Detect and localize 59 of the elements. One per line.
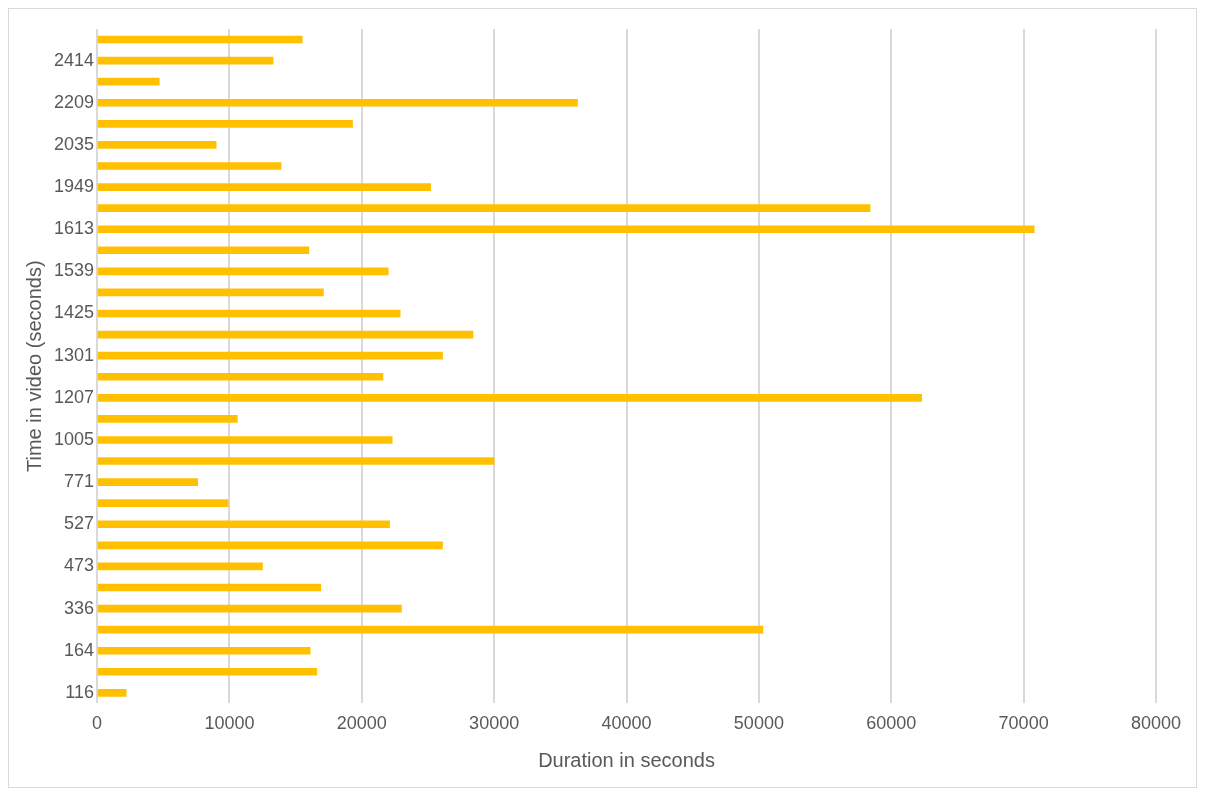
x-tick-label: 60000 xyxy=(866,713,917,734)
bar xyxy=(97,288,324,297)
y-tick-label: 336 xyxy=(64,597,95,618)
bar xyxy=(97,646,311,655)
bar xyxy=(97,267,389,276)
y-axis-title: Time in video (seconds) xyxy=(22,260,45,472)
x-tick-label: 30000 xyxy=(469,713,520,734)
x-tick-label: 10000 xyxy=(204,713,255,734)
bar xyxy=(97,667,318,676)
bar xyxy=(97,56,274,65)
bar xyxy=(97,35,303,44)
bar xyxy=(97,499,229,508)
y-tick-label: 771 xyxy=(64,471,95,492)
bar xyxy=(97,604,402,613)
y-tick-label: 116 xyxy=(65,681,95,702)
bar xyxy=(97,246,310,255)
bar xyxy=(97,541,443,550)
x-tick-label: 40000 xyxy=(601,713,652,734)
x-tick-label: 80000 xyxy=(1130,713,1182,734)
bar xyxy=(97,520,390,529)
bar xyxy=(97,309,401,318)
y-tick-label: 2209 xyxy=(54,91,95,112)
bar xyxy=(97,372,384,381)
y-tick-label: 2414 xyxy=(54,49,95,70)
bar xyxy=(97,393,923,402)
bar xyxy=(97,225,1035,234)
bar xyxy=(97,457,495,465)
y-tick-label: 2035 xyxy=(54,133,95,154)
y-tick-label: 164 xyxy=(64,639,95,660)
bar xyxy=(97,183,431,191)
y-tick-label: 1949 xyxy=(54,176,95,197)
y-tick-label: 1425 xyxy=(54,302,95,323)
x-tick-label: 20000 xyxy=(336,713,387,734)
y-tick-label: 1207 xyxy=(54,386,95,407)
bar xyxy=(97,415,238,423)
x-axis-title: Duration in seconds xyxy=(538,748,715,771)
y-tick-label: 527 xyxy=(64,513,95,534)
bar xyxy=(97,162,282,170)
bar xyxy=(97,562,263,571)
bar xyxy=(97,98,578,107)
y-tick-label: 473 xyxy=(64,555,95,576)
x-tick-label: 0 xyxy=(92,713,103,734)
bar xyxy=(97,625,764,634)
y-tick-label: 1005 xyxy=(54,428,95,449)
bar xyxy=(97,120,353,128)
y-tick-label: 1301 xyxy=(54,344,95,365)
bar xyxy=(97,478,198,486)
bar xyxy=(97,77,160,86)
bar xyxy=(97,351,443,360)
x-tick-label: 50000 xyxy=(733,713,784,734)
bar xyxy=(97,204,871,212)
y-tick-label: 1613 xyxy=(54,218,95,239)
y-tick-label: 1539 xyxy=(54,260,95,281)
bar xyxy=(97,583,322,592)
bar xyxy=(97,141,217,149)
bar xyxy=(97,689,127,697)
x-tick-label: 70000 xyxy=(998,713,1049,734)
bar xyxy=(97,436,393,444)
bar xyxy=(97,330,474,339)
